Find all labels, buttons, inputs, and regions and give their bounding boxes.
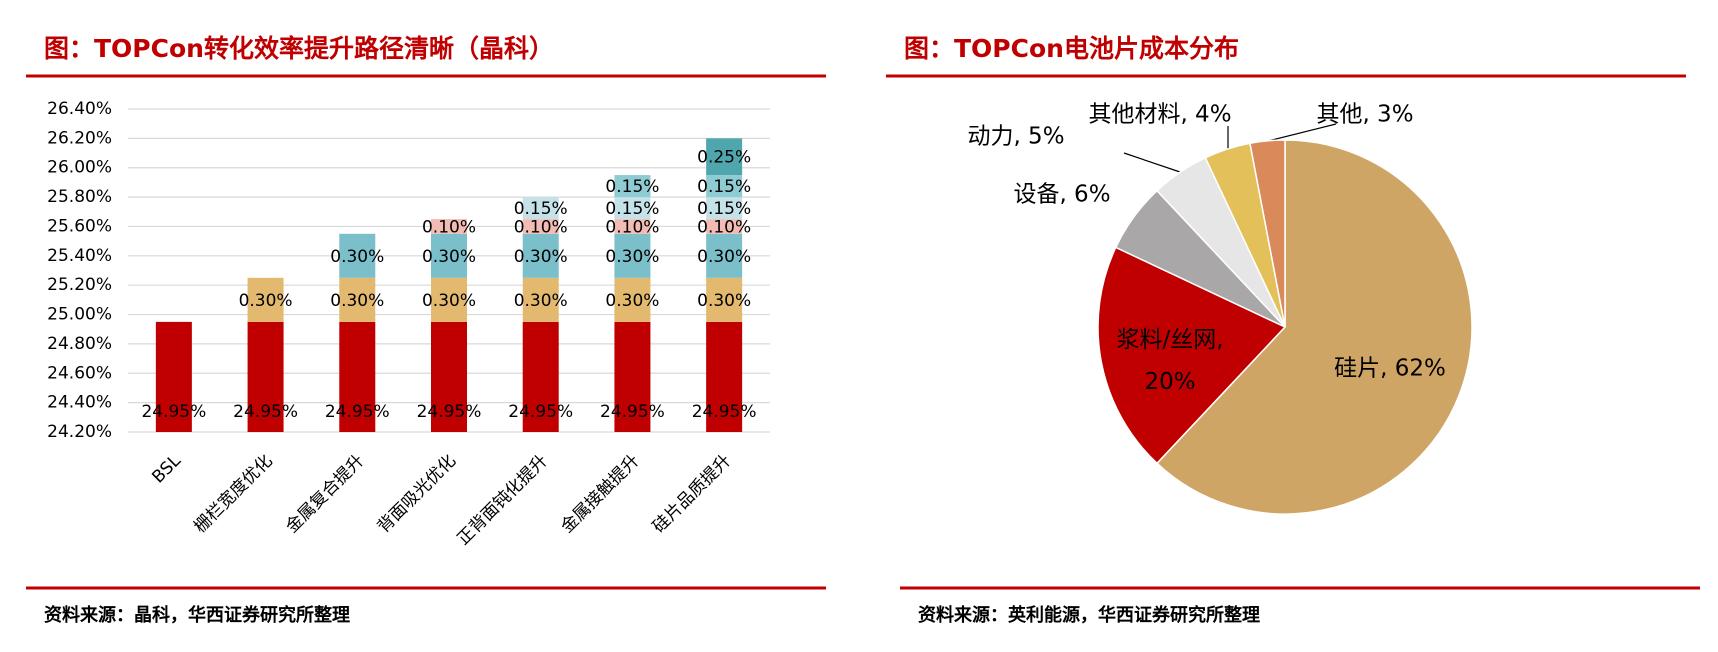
bar-segment	[522, 197, 559, 220]
data-label: 0.10%	[697, 217, 751, 237]
data-label: 24.95%	[692, 402, 757, 422]
data-label: 0.30%	[514, 247, 568, 267]
bar-segment	[706, 197, 743, 220]
bar-segment	[522, 321, 559, 432]
bar-title: 图：TOPCon转化效率提升路径清晰（晶科）	[44, 34, 554, 63]
data-label: 0.15%	[514, 199, 568, 219]
bar-segment	[706, 219, 743, 234]
slice-label: 其他材料, 4%	[1088, 102, 1231, 128]
y-tick-label: 24.60%	[47, 363, 112, 383]
data-label: 0.30%	[697, 247, 751, 267]
leader-line	[1123, 152, 1181, 173]
slice-label: 设备, 6%	[1013, 182, 1110, 208]
data-label: 0.10%	[422, 217, 476, 237]
bar-segment	[522, 233, 559, 278]
data-label: 0.15%	[605, 199, 659, 219]
source: 资料来源：英利能源，华西证券研究所整理	[918, 604, 1260, 626]
bar-segment	[614, 175, 651, 198]
slice-label: 其他, 3%	[1316, 102, 1413, 128]
bar-segment	[614, 233, 651, 278]
x-tick-label: 金属接触提升	[557, 451, 643, 537]
x-tick-label: 栅栏宽度优化	[190, 451, 276, 537]
slice-label: 浆料/丝网, 20%	[1116, 327, 1223, 395]
bar-segment	[706, 277, 743, 322]
pie-slice	[1155, 139, 1473, 515]
bar-segment	[706, 233, 743, 278]
y-tick-label: 25.80%	[47, 187, 112, 207]
x-tick-label: 金属复合提升	[282, 451, 368, 537]
bar-segment	[706, 175, 743, 198]
data-label: 24.95%	[508, 402, 573, 422]
x-tick-label: 背面吸光优化	[374, 451, 460, 537]
data-label: 0.30%	[514, 291, 568, 311]
bar-segment	[614, 219, 651, 234]
data-label: 24.95%	[325, 402, 390, 422]
bar-segment	[431, 219, 467, 234]
data-label: 0.15%	[605, 177, 659, 197]
bar-segment	[155, 321, 192, 432]
bar-segment	[247, 277, 284, 322]
data-label: 0.30%	[330, 247, 384, 267]
data-label: 0.30%	[422, 291, 476, 311]
bar-segment	[614, 197, 651, 220]
data-label: 24.95%	[233, 402, 298, 422]
y-tick-label: 24.20%	[47, 422, 112, 442]
bar-segment	[339, 277, 376, 322]
y-tick-label: 25.60%	[47, 216, 112, 236]
y-tick-label: 25.20%	[47, 275, 112, 295]
bar-segment	[706, 321, 743, 432]
pie-slice	[1249, 139, 1286, 328]
data-label: 0.30%	[605, 247, 659, 267]
bar-segment	[614, 277, 651, 322]
data-label: 0.10%	[514, 217, 568, 237]
data-label: 0.30%	[422, 247, 476, 267]
y-tick-label: 24.80%	[47, 334, 112, 354]
y-tick-label: 25.00%	[47, 305, 112, 325]
data-label: 24.95%	[141, 402, 206, 422]
y-tick-label: 25.40%	[47, 246, 112, 266]
pie-slice	[1097, 246, 1287, 465]
data-label: 0.15%	[697, 177, 751, 197]
data-label: 0.30%	[697, 291, 751, 311]
y-tick-label: 26.40%	[47, 99, 112, 119]
y-tick-label: 26.00%	[47, 158, 112, 178]
data-label: 24.95%	[417, 402, 482, 422]
data-label: 24.95%	[600, 402, 665, 422]
x-tick-label: 硅片品质提升	[649, 451, 735, 537]
bar-segment	[431, 321, 467, 432]
bar-segment	[247, 321, 284, 432]
bar-segment	[706, 138, 743, 176]
data-label: 0.30%	[330, 291, 384, 311]
bar-segment	[522, 219, 559, 234]
data-label: 0.25%	[697, 148, 751, 168]
data-label: 0.15%	[697, 199, 751, 219]
x-tick-label: BSL	[148, 451, 185, 488]
pie-title: 图：TOPCon电池片成本分布	[904, 34, 1239, 63]
source: 资料来源：晶科，华西证券研究所整理	[44, 604, 350, 626]
bar-segment	[614, 321, 651, 432]
bar-segment	[339, 321, 376, 432]
data-label: 0.30%	[605, 291, 659, 311]
bar-segment	[339, 233, 376, 278]
y-tick-label: 24.40%	[47, 393, 112, 413]
leader-line	[1267, 123, 1337, 142]
data-label: 0.30%	[239, 291, 293, 311]
y-tick-label: 26.20%	[47, 128, 112, 148]
x-tick-label: 正背面钝化提升	[453, 451, 551, 549]
bar-segment	[431, 233, 467, 278]
bar-segment	[431, 277, 467, 322]
slice-label: 硅片, 62%	[1334, 356, 1446, 382]
slice-label: 动力, 5%	[967, 124, 1064, 150]
data-label: 0.10%	[605, 217, 659, 237]
bar-segment	[522, 277, 559, 322]
